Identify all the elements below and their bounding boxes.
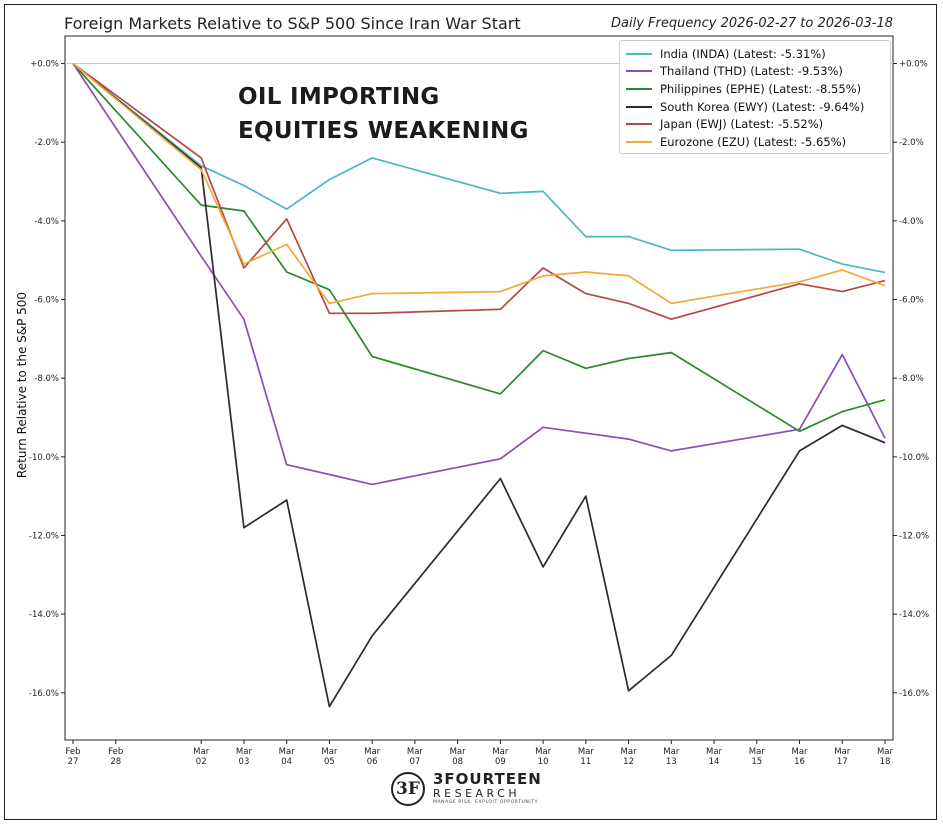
y-tick-label-left: -10.0% <box>29 453 59 463</box>
legend-label: Japan (EWJ) (Latest: -5.52%) <box>660 117 824 132</box>
annotation-line-1: OIL IMPORTING <box>238 84 440 110</box>
x-tick-label-date: 18 <box>880 757 891 767</box>
x-tick-label-month: Mar <box>834 747 851 757</box>
x-tick-label-date: 06 <box>367 757 378 767</box>
y-tick-label-left: -2.0% <box>34 138 59 148</box>
logo-tagline: MANAGE RISK. EXPLOIT OPPORTUNITY <box>433 800 538 806</box>
x-tick-label-date: 04 <box>281 757 292 767</box>
y-tick-label-right: -2.0% <box>899 138 924 148</box>
x-tick-label-date: 12 <box>623 757 634 767</box>
x-tick-label-date: 07 <box>409 757 420 767</box>
legend-label: Thailand (THD) (Latest: -9.53%) <box>660 64 843 79</box>
y-axis-label: Return Relative to the S&P 500 <box>15 291 29 479</box>
x-tick-label-month: Mar <box>321 747 338 757</box>
x-tick-label-month: Mar <box>407 747 424 757</box>
series-line-2 <box>72 62 886 433</box>
x-tick-label-month: Mar <box>492 747 509 757</box>
series-line-1 <box>72 63 886 486</box>
x-tick-label-date: 10 <box>538 757 549 767</box>
y-tick-label-left: -4.0% <box>34 217 59 227</box>
y-tick-label-right: -8.0% <box>899 374 924 384</box>
legend-item: India (INDA) (Latest: -5.31%) <box>626 45 884 63</box>
y-tick-label-right: -10.0% <box>899 453 929 463</box>
chart-title: Foreign Markets Relative to S&P 500 Sinc… <box>64 14 521 33</box>
x-tick-label-date: 11 <box>580 757 591 767</box>
legend-swatch <box>626 87 652 90</box>
x-tick-label-date: 17 <box>837 757 848 767</box>
x-tick-label-date: 09 <box>495 757 506 767</box>
x-tick-label-month: Mar <box>877 747 894 757</box>
x-tick-label-date: 15 <box>751 757 762 767</box>
x-tick-label-date: 02 <box>196 757 207 767</box>
x-tick-label-date: 27 <box>68 757 79 767</box>
legend-swatch <box>626 123 652 126</box>
legend: India (INDA) (Latest: -5.31%) Thailand (T… <box>619 40 891 154</box>
logo-subname: RESEARCH <box>433 787 521 801</box>
x-tick-label-date: 16 <box>794 757 805 767</box>
logo-mark-icon: 3F <box>391 772 425 806</box>
series-line-5 <box>72 62 886 305</box>
x-tick-label-month: Feb <box>65 747 80 757</box>
y-tick-label-left: -14.0% <box>29 610 59 620</box>
x-tick-label-month: Mar <box>279 747 296 757</box>
legend-swatch <box>626 105 652 108</box>
y-tick-label-left: -16.0% <box>29 689 59 699</box>
x-tick-label-month: Mar <box>450 747 467 757</box>
y-tick-label-right: +0.0% <box>899 60 928 70</box>
x-tick-label-month: Mar <box>792 747 809 757</box>
logo-text: 3FOURTEEN RESEARCH MANAGE RISK. EXPLOIT … <box>433 772 542 806</box>
x-tick-label-month: Mar <box>535 747 552 757</box>
x-tick-label-month: Mar <box>578 747 595 757</box>
plot-area-border <box>64 35 894 741</box>
legend-swatch <box>626 52 652 55</box>
y-tick-label-left: -6.0% <box>34 296 59 306</box>
legend-swatch <box>626 140 652 143</box>
axes: +0.0% +0.0% -2.0% -2.0% -4.0% -4.0% -6.0% -6.0%… <box>29 35 929 767</box>
y-tick-label-right: -12.0% <box>899 531 929 541</box>
x-tick-label-month: Mar <box>193 747 210 757</box>
x-tick-label-date: 14 <box>709 757 720 767</box>
x-tick-label-month: Mar <box>663 747 680 757</box>
chart-annotation: OIL IMPORTING EQUITIES WEAKENING <box>238 80 529 148</box>
series-line-0 <box>72 62 886 274</box>
y-tick-label-right: -16.0% <box>899 689 929 699</box>
x-tick-label-date: 28 <box>110 757 121 767</box>
annotation-line-2: EQUITIES WEAKENING <box>238 118 529 144</box>
legend-item: Japan (EWJ) (Latest: -5.52%) <box>626 115 884 133</box>
legend-label: Eurozone (EZU) (Latest: -5.65%) <box>660 134 847 149</box>
legend-label: India (INDA) (Latest: -5.31%) <box>660 46 826 61</box>
y-tick-label-right: -14.0% <box>899 610 929 620</box>
x-tick-label-date: 08 <box>452 757 463 767</box>
y-tick-label-left: +0.0% <box>30 60 59 70</box>
legend-item: Philippines (EPHE) (Latest: -8.55%) <box>626 80 884 98</box>
x-tick-label-month: Mar <box>236 747 253 757</box>
series-line-3 <box>72 62 886 708</box>
x-tick-label-date: 13 <box>666 757 677 767</box>
y-tick-label-right: -6.0% <box>899 296 924 306</box>
legend-swatch <box>626 70 652 73</box>
legend-item: Thailand (THD) (Latest: -9.53%) <box>626 63 884 81</box>
series-line-4 <box>72 62 886 321</box>
series-lines <box>72 62 886 708</box>
legend-label: South Korea (EWY) (Latest: -9.64%) <box>660 99 865 114</box>
y-tick-label-right: -4.0% <box>899 217 924 227</box>
x-tick-label-month: Feb <box>108 747 123 757</box>
logo-name: 3FOURTEEN <box>433 770 542 789</box>
y-tick-label-left: -8.0% <box>34 374 59 384</box>
x-tick-label-month: Mar <box>364 747 381 757</box>
x-tick-label-month: Mar <box>621 747 638 757</box>
legend-item: South Korea (EWY) (Latest: -9.64%) <box>626 98 884 116</box>
x-tick-label-date: 03 <box>239 757 250 767</box>
x-tick-label-month: Mar <box>749 747 766 757</box>
x-tick-label-date: 05 <box>324 757 335 767</box>
legend-label: Philippines (EPHE) (Latest: -8.55%) <box>660 81 862 96</box>
x-tick-label-month: Mar <box>706 747 723 757</box>
legend-item: Eurozone (EZU) (Latest: -5.65%) <box>626 133 884 151</box>
brand-logo: 3F 3FOURTEEN RESEARCH MANAGE RISK. EXPLO… <box>391 772 542 806</box>
y-tick-label-left: -12.0% <box>29 531 59 541</box>
chart-subtitle: Daily Frequency 2026-02-27 to 2026-03-18 <box>611 16 893 31</box>
